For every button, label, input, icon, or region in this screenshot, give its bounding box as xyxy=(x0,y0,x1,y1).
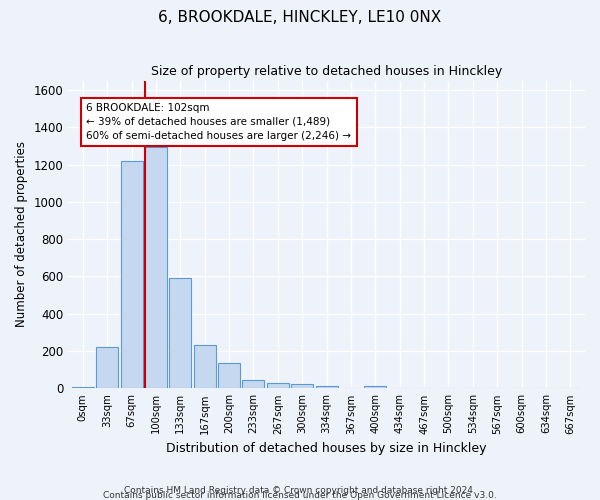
Bar xyxy=(218,363,240,388)
Bar xyxy=(145,147,167,388)
Title: Size of property relative to detached houses in Hinckley: Size of property relative to detached ho… xyxy=(151,65,502,78)
Bar xyxy=(364,386,386,388)
Bar xyxy=(194,344,215,389)
Text: Contains public sector information licensed under the Open Government Licence v3: Contains public sector information licen… xyxy=(103,491,497,500)
Text: Contains HM Land Registry data © Crown copyright and database right 2024.: Contains HM Land Registry data © Crown c… xyxy=(124,486,476,495)
Y-axis label: Number of detached properties: Number of detached properties xyxy=(15,142,28,328)
Bar xyxy=(291,384,313,388)
Text: 6 BROOKDALE: 102sqm
← 39% of detached houses are smaller (1,489)
60% of semi-det: 6 BROOKDALE: 102sqm ← 39% of detached ho… xyxy=(86,103,352,141)
Bar xyxy=(267,383,289,388)
Bar xyxy=(169,278,191,388)
Bar xyxy=(242,380,265,388)
X-axis label: Distribution of detached houses by size in Hinckley: Distribution of detached houses by size … xyxy=(166,442,487,455)
Bar xyxy=(316,386,338,388)
Bar xyxy=(96,348,118,389)
Text: 6, BROOKDALE, HINCKLEY, LE10 0NX: 6, BROOKDALE, HINCKLEY, LE10 0NX xyxy=(158,10,442,25)
Bar xyxy=(121,161,143,388)
Bar xyxy=(72,386,94,388)
